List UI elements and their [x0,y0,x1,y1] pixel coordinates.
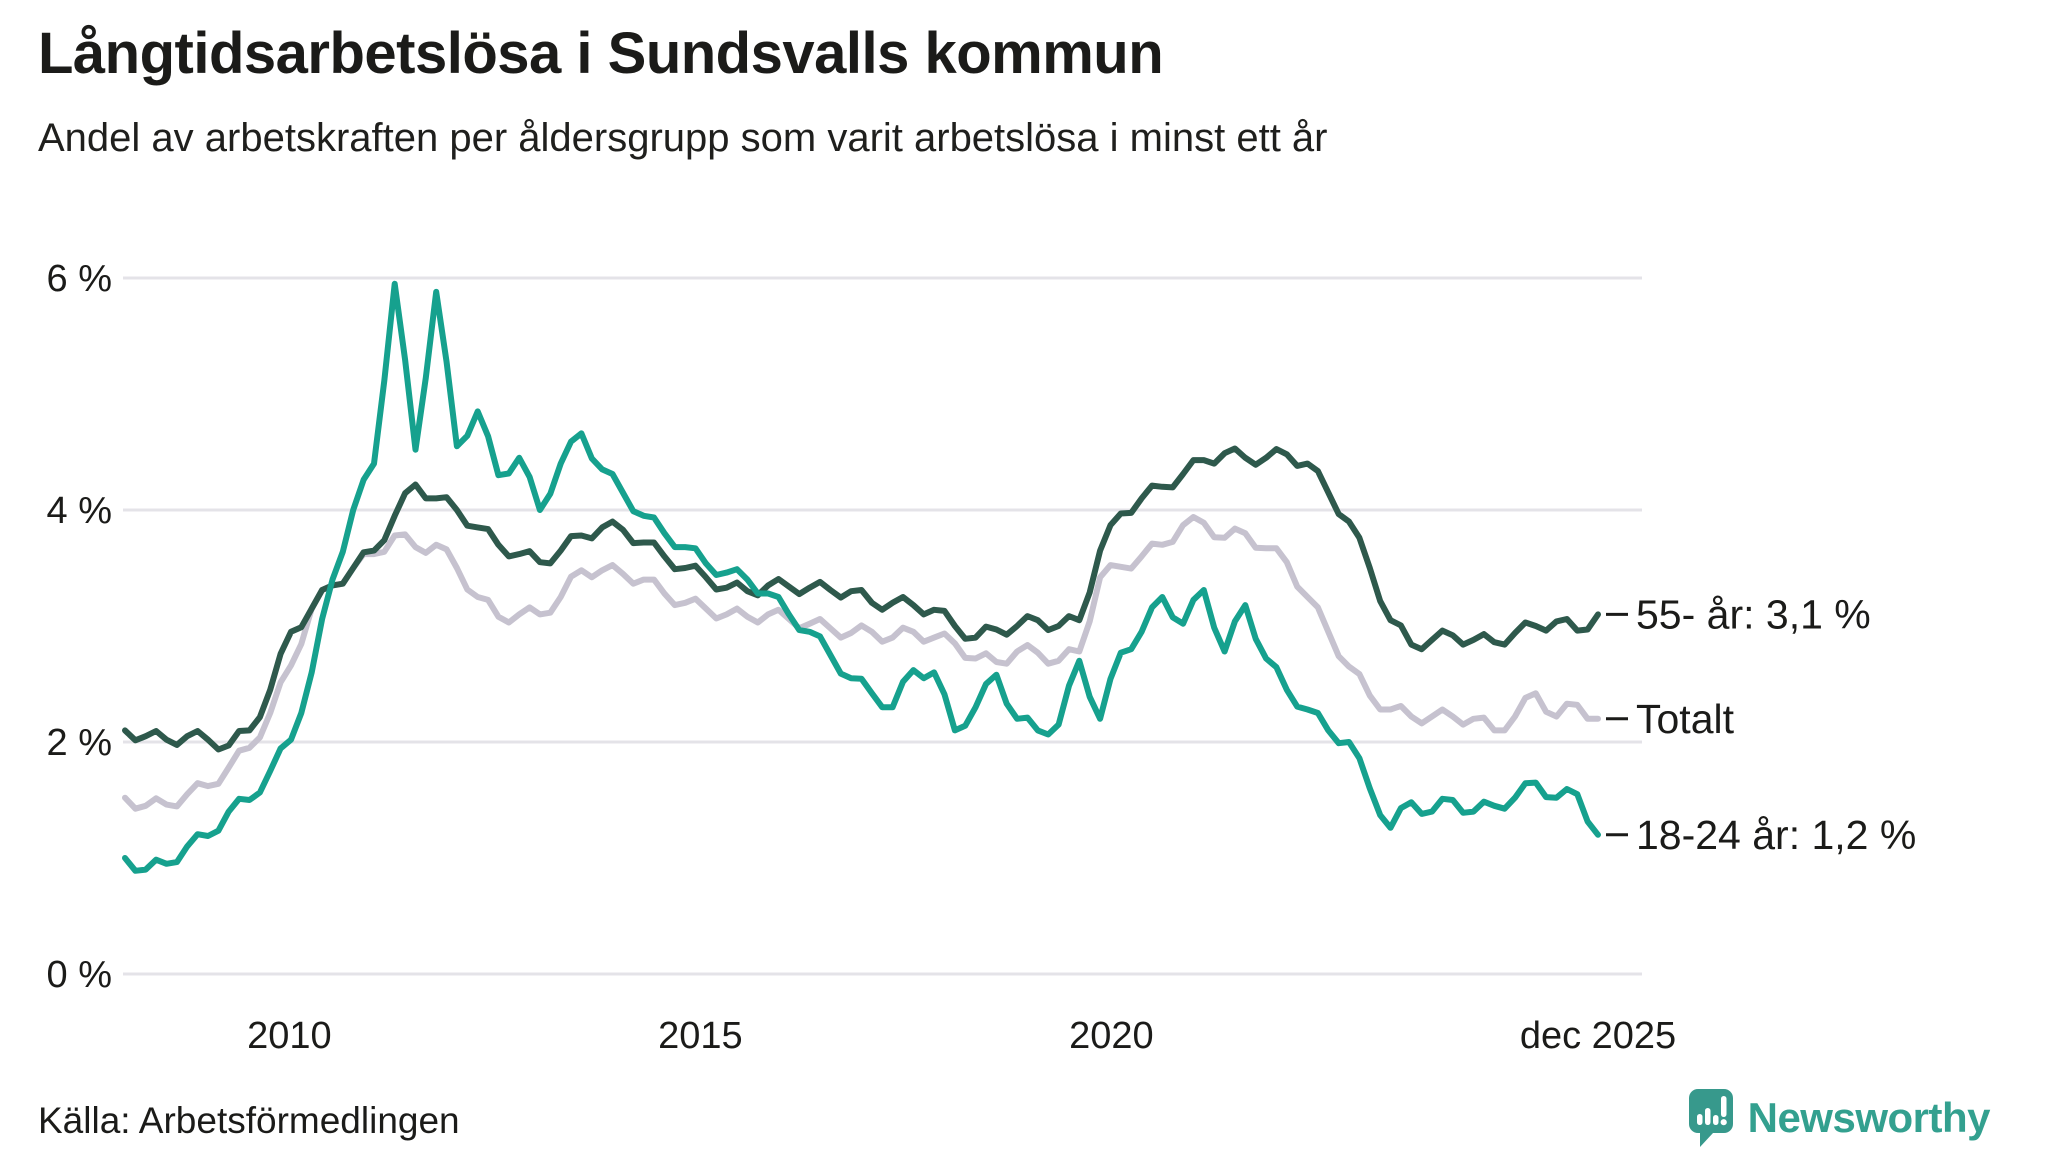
page-title: Långtidsarbetslösa i Sundsvalls kommun [38,21,1164,86]
x-axis-tick-label: 2020 [1069,1015,1154,1057]
series-line-Totalt [122,514,1601,812]
series-end-label: 18-24 år: 1,2 % [1636,812,1916,858]
y-axis-tick-label: 4 % [47,490,112,532]
y-axis-tick-label: 0 % [47,954,112,996]
series-end-label: Totalt [1636,696,1735,742]
bar-chart-speech-bubble-icon [1688,1089,1733,1147]
x-axis-tick-label: 2015 [658,1015,743,1057]
newsworthy-branding: Newsworthy [1688,1088,1991,1147]
series-end-label: 55- år: 3,1 % [1636,591,1871,637]
y-axis-tick-label: 2 % [47,722,112,764]
series-line-18-24 år [122,280,1601,874]
x-axis-tick-label: 2010 [247,1015,332,1057]
chart-subtitle: Andel av arbetskraften per åldersgrupp s… [38,116,1328,160]
brand-name: Newsworthy [1747,1093,1991,1141]
x-axis-tick-label: dec 2025 [1520,1015,1676,1057]
series-line-55- år [122,445,1601,753]
y-axis-tick-label: 6 % [47,258,112,300]
source-note: Källa: Arbetsförmedlingen [38,1100,460,1141]
